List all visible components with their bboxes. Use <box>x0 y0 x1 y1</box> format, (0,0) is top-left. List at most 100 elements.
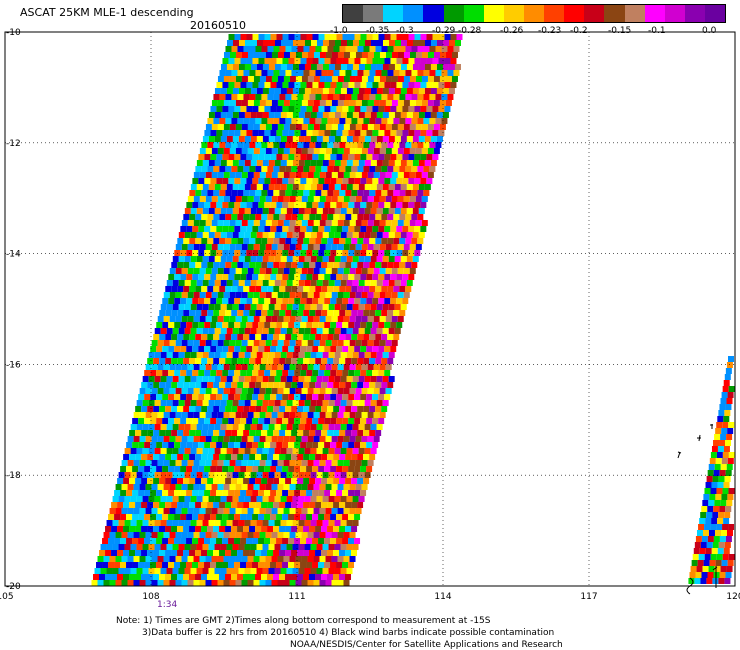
scatter-pixel <box>304 160 311 166</box>
scatter-pixel <box>373 388 380 394</box>
scatter-pixel <box>324 538 331 544</box>
scatter-pixel <box>372 58 379 64</box>
scatter-pixel <box>328 520 335 526</box>
scatter-pixel <box>211 484 218 490</box>
scatter-pixel <box>402 154 409 160</box>
scatter-pixel <box>325 268 332 274</box>
scatter-pixel <box>195 574 202 580</box>
scatter-pixel <box>228 442 235 448</box>
scatter-pixel <box>304 40 311 46</box>
scatter-pixel <box>186 274 193 280</box>
scatter-pixel <box>304 448 311 454</box>
scatter-pixel <box>148 448 155 454</box>
scatter-pixel <box>298 40 305 46</box>
scatter-pixel <box>177 310 184 316</box>
scatter-pixel <box>366 202 373 208</box>
scatter-pixel <box>316 304 323 310</box>
scatter-pixel <box>238 328 245 334</box>
scatter-pixel <box>204 394 211 400</box>
scatter-pixel <box>384 154 391 160</box>
scatter-pixel <box>408 130 415 136</box>
scatter-pixel <box>423 94 430 100</box>
scatter-pixel <box>214 424 221 430</box>
scatter-pixel <box>261 286 268 292</box>
scatter-pixel <box>244 136 251 142</box>
scatter-pixel <box>163 364 170 370</box>
scatter-pixel <box>334 256 341 262</box>
scatter-pixel <box>271 364 278 370</box>
scatter-pixel <box>306 466 313 472</box>
scatter-pixel <box>450 82 457 88</box>
scatter-pixel <box>177 382 184 388</box>
scatter-pixel <box>181 244 188 250</box>
scatter-pixel <box>336 178 343 184</box>
scatter-pixel <box>262 256 269 262</box>
scatter-pixel <box>325 388 332 394</box>
scatter-pixel <box>318 202 325 208</box>
scatter-pixel <box>310 64 317 70</box>
scatter-pixel <box>360 322 367 328</box>
scatter-pixel <box>259 124 266 130</box>
scatter-pixel <box>204 322 211 328</box>
scatter-pixel <box>273 382 280 388</box>
scatter-pixel <box>277 532 284 538</box>
scatter-pixel <box>273 454 280 460</box>
scatter-pixel <box>238 568 245 574</box>
scatter-pixel <box>367 76 374 82</box>
scatter-pixel <box>307 244 314 250</box>
scatter-pixel <box>369 214 376 220</box>
scatter-pixel <box>343 220 350 226</box>
scatter-pixel <box>372 130 379 136</box>
scatter-pixel <box>357 406 364 412</box>
scatter-pixel <box>373 436 380 442</box>
scatter-pixel <box>427 124 434 130</box>
scatter-pixel <box>316 88 323 94</box>
scatter-pixel <box>403 268 410 274</box>
scatter-pixel <box>241 340 248 346</box>
scatter-pixel <box>366 82 373 88</box>
scatter-pixel <box>226 424 233 430</box>
scatter-pixel <box>366 130 373 136</box>
scatter-pixel <box>277 412 284 418</box>
scatter-pixel <box>199 244 206 250</box>
scatter-pixel <box>279 262 286 268</box>
scatter-pixel <box>334 304 341 310</box>
scatter-pixel <box>259 484 266 490</box>
scatter-pixel <box>126 490 133 496</box>
scatter-pixel <box>357 478 364 484</box>
scatter-pixel <box>433 100 440 106</box>
scatter-pixel <box>231 166 238 172</box>
scatter-pixel <box>343 316 350 322</box>
scatter-pixel <box>277 436 284 442</box>
scatter-pixel <box>253 508 260 514</box>
scatter-pixel <box>154 520 161 526</box>
scatter-pixel <box>114 490 121 496</box>
scatter-pixel <box>715 458 722 464</box>
scatter-pixel <box>231 526 238 532</box>
scatter-pixel <box>414 130 421 136</box>
scatter-pixel <box>330 202 337 208</box>
scatter-pixel <box>384 394 391 400</box>
scatter-pixel <box>394 112 401 118</box>
scatter-pixel <box>424 136 431 142</box>
scatter-pixel <box>154 568 161 574</box>
scatter-pixel <box>312 322 319 328</box>
scatter-pixel <box>232 112 239 118</box>
scatter-pixel <box>331 100 338 106</box>
scatter-pixel <box>417 190 424 196</box>
scatter-pixel <box>328 184 335 190</box>
scatter-pixel <box>234 322 241 328</box>
scatter-pixel <box>232 568 239 574</box>
scatter-pixel <box>265 364 272 370</box>
scatter-pixel <box>372 106 379 112</box>
scatter-pixel <box>142 424 149 430</box>
scatter-pixel <box>243 382 250 388</box>
scatter-pixel <box>247 100 254 106</box>
scatter-pixel <box>259 172 266 178</box>
scatter-pixel <box>270 370 277 376</box>
scatter-pixel <box>306 34 313 40</box>
scatter-pixel <box>181 388 188 394</box>
scatter-pixel <box>334 160 341 166</box>
scatter-pixel <box>183 262 190 268</box>
scatter-pixel <box>312 154 319 160</box>
